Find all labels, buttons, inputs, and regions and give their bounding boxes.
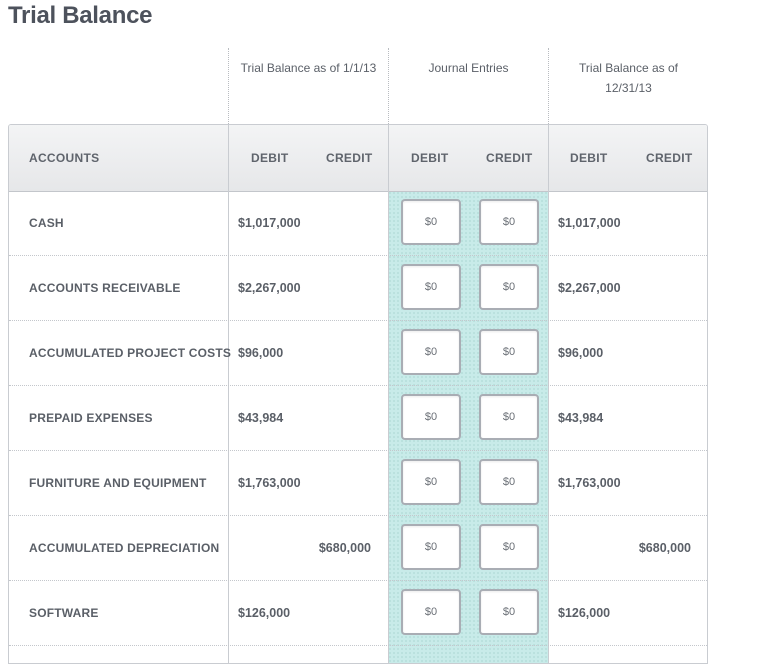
account-name: ACCUMULATED DEPRECIATION — [29, 541, 220, 555]
begin-debit-value: $2,267,000 — [238, 281, 301, 295]
column-divider — [548, 125, 549, 663]
account-name: CASH — [29, 216, 64, 230]
journal-debit-input[interactable] — [401, 329, 461, 375]
table-row: ACCUMULATED DEPRECIATION $680,000 $680,000 — [9, 516, 707, 581]
table-header: ACCOUNTS DEBIT CREDIT DEBIT CREDIT DEBIT… — [9, 125, 707, 192]
journal-credit-input[interactable] — [479, 394, 539, 440]
trial-balance-table: ACCOUNTS DEBIT CREDIT DEBIT CREDIT DEBIT… — [8, 124, 708, 664]
column-header-journal-debit: DEBIT — [411, 151, 449, 165]
period-header-journal: Journal Entries — [388, 48, 548, 124]
period-header-ending: Trial Balance as of 12/31/13 — [548, 48, 708, 124]
journal-debit-input[interactable] — [401, 589, 461, 635]
journal-debit-input[interactable] — [401, 459, 461, 505]
end-credit-value: $680,000 — [638, 541, 691, 555]
account-name: ACCUMULATED PROJECT COSTS — [29, 346, 232, 360]
journal-debit-input[interactable] — [401, 394, 461, 440]
journal-credit-input[interactable] — [479, 329, 539, 375]
period-header-journal-label: Journal Entries — [428, 61, 509, 75]
column-header-end-credit: CREDIT — [646, 151, 693, 165]
account-name: SOFTWARE — [29, 606, 99, 620]
account-name: FURNITURE AND EQUIPMENT — [29, 476, 207, 490]
begin-credit-value: $680,000 — [318, 541, 371, 555]
table-row: SOFTWARE $126,000 $126,000 — [9, 581, 707, 646]
journal-credit-input[interactable] — [479, 524, 539, 570]
column-divider — [388, 125, 389, 663]
column-divider — [228, 125, 229, 663]
begin-debit-value: $96,000 — [238, 346, 284, 360]
period-header-beginning: Trial Balance as of 1/1/13 — [228, 48, 388, 124]
table-row: ACCOUNTS RECEIVABLE $2,267,000 $2,267,000 — [9, 256, 707, 321]
table-row: CASH $1,017,000 $1,017,000 — [9, 191, 707, 256]
column-header-begin-credit: CREDIT — [326, 151, 373, 165]
table-row: FURNITURE AND EQUIPMENT $1,763,000 $1,763,… — [9, 451, 707, 516]
end-debit-value: $126,000 — [558, 606, 611, 620]
column-header-journal-credit: CREDIT — [486, 151, 533, 165]
table-row: ACCUMULATED PROJECT COSTS $96,000 $96,000 — [9, 321, 707, 386]
begin-debit-value: $1,017,000 — [238, 216, 301, 230]
table-row: PREPAID EXPENSES $43,984 $43,984 — [9, 386, 707, 451]
column-header-accounts: ACCOUNTS — [29, 151, 100, 165]
column-header-end-debit: DEBIT — [570, 151, 608, 165]
period-header-ending-label-line2: 12/31/13 — [605, 81, 652, 95]
begin-debit-value: $43,984 — [238, 411, 284, 425]
journal-credit-input[interactable] — [479, 264, 539, 310]
account-name: ACCOUNTS RECEIVABLE — [29, 281, 181, 295]
end-debit-value: $2,267,000 — [558, 281, 621, 295]
journal-credit-input[interactable] — [479, 199, 539, 245]
period-header-ending-label-line1: Trial Balance as of — [579, 61, 678, 75]
end-debit-value: $1,763,000 — [558, 476, 621, 490]
begin-debit-value: $1,763,000 — [238, 476, 301, 490]
end-debit-value: $43,984 — [558, 411, 604, 425]
end-debit-value: $96,000 — [558, 346, 604, 360]
account-name: PREPAID EXPENSES — [29, 411, 153, 425]
journal-credit-input[interactable] — [479, 459, 539, 505]
journal-debit-input[interactable] — [401, 199, 461, 245]
journal-debit-input[interactable] — [401, 524, 461, 570]
begin-debit-value: $126,000 — [238, 606, 291, 620]
page-title: Trial Balance — [8, 2, 153, 29]
column-header-begin-debit: DEBIT — [251, 151, 289, 165]
end-debit-value: $1,017,000 — [558, 216, 621, 230]
journal-credit-input[interactable] — [479, 589, 539, 635]
journal-debit-input[interactable] — [401, 264, 461, 310]
period-header-beginning-label: Trial Balance as of 1/1/13 — [240, 61, 377, 75]
